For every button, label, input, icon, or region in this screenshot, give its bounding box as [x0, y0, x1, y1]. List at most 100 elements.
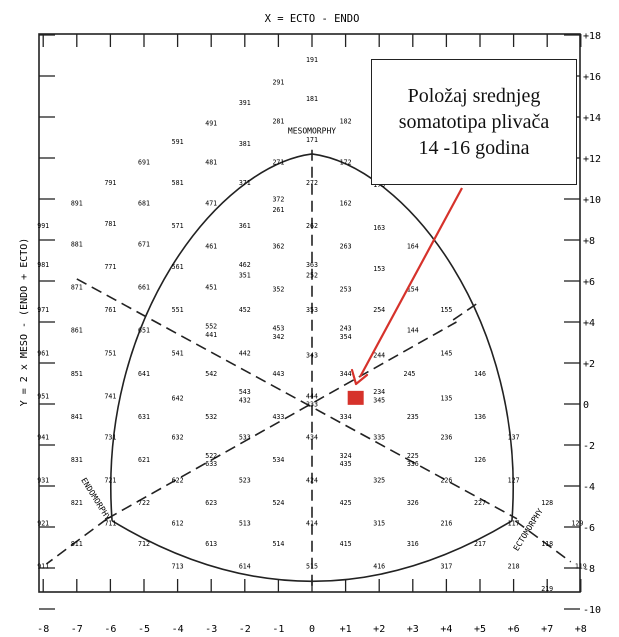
somatotype-code: 931 — [37, 476, 49, 484]
somatotype-code: 991 — [37, 222, 49, 230]
x-tick-label: -2 — [239, 624, 251, 635]
somatotype-code: 326 — [407, 499, 419, 507]
annotation-arrowhead — [350, 368, 369, 386]
somatotype-code: 363 — [306, 261, 318, 269]
somatotype-code: 163 — [373, 224, 385, 232]
somatotype-code: 641 — [138, 370, 150, 378]
somatotype-code: 352 — [272, 286, 284, 294]
somatotype-code: 236 — [440, 433, 452, 441]
mesomorphy-endomorphy-boundary — [110, 153, 313, 521]
somatotype-code: 435 — [340, 460, 352, 468]
somatotype-code: 691 — [138, 159, 150, 167]
somatotype-code: 191 — [306, 56, 318, 64]
somatotype-code: 226 — [440, 476, 452, 484]
x-tick-label: -1 — [272, 624, 284, 635]
somatotype-code: 281 — [272, 118, 284, 126]
somatotype-code: 342 — [272, 333, 284, 341]
somatotype-code: 381 — [239, 140, 251, 148]
somatotype-code: 591 — [172, 138, 184, 146]
somatotype-code: 135 — [440, 394, 452, 402]
diagonal-guide-line — [76, 278, 518, 520]
endomorphy-axis-line — [46, 518, 108, 565]
somatotype-code: 225 — [407, 452, 419, 460]
somatotype-code: 162 — [340, 200, 352, 208]
somatotype-code: 821 — [71, 499, 83, 507]
x-tick-label: +5 — [474, 624, 486, 635]
x-tick-label: 0 — [309, 624, 315, 635]
x-tick-label: -5 — [138, 624, 150, 635]
somatotype-code: 118 — [541, 540, 553, 548]
somatotype-code: 442 — [239, 349, 251, 357]
somatotype-code: 271 — [272, 159, 284, 167]
somatotype-code: 262 — [306, 222, 318, 230]
somatotype-code: 372 — [272, 196, 284, 204]
somatotype-code: 441 — [205, 331, 217, 339]
plot-frame — [38, 33, 581, 593]
x-tick-label: -4 — [172, 624, 184, 635]
somatotype-code: 155 — [440, 306, 452, 314]
somatotype-code: 325 — [373, 476, 385, 484]
somatotype-code: 414 — [306, 519, 318, 527]
x-tick-label: -3 — [205, 624, 217, 635]
y-tick-label: -2 — [583, 441, 595, 452]
somatotype-code: 542 — [205, 370, 217, 378]
somatotype-code: 291 — [272, 79, 284, 87]
somatotype-code: 127 — [508, 476, 520, 484]
somatotype-code: 532 — [205, 413, 217, 421]
somatotype-code: 881 — [71, 241, 83, 249]
somatotype-code: 621 — [138, 456, 150, 464]
somatotype-code: 335 — [373, 433, 385, 441]
somatotype-code: 351 — [239, 271, 251, 279]
somatotype-code: 741 — [104, 392, 116, 400]
y-tick-label: +8 — [583, 236, 595, 247]
somatotype-code: 612 — [172, 519, 184, 527]
somatotype-code: 182 — [340, 118, 352, 126]
y-tick-label: -8 — [583, 564, 595, 575]
somatotype-code: 761 — [104, 306, 116, 314]
somatotype-code: 642 — [172, 394, 184, 402]
somatotype-code: 581 — [172, 179, 184, 187]
somatotype-code: 361 — [239, 222, 251, 230]
somatotype-code: 681 — [138, 200, 150, 208]
mean-somatotype-marker — [347, 390, 364, 405]
somatotype-code: 731 — [104, 433, 116, 441]
somatotype-code: 721 — [104, 476, 116, 484]
somatotype-code: 137 — [508, 433, 520, 441]
somatotype-code: 315 — [373, 519, 385, 527]
somatotype-code: 841 — [71, 413, 83, 421]
somatotype-code: 961 — [37, 349, 49, 357]
somatotype-code: 416 — [373, 562, 385, 570]
somatotype-code: 353 — [306, 306, 318, 314]
mesomorphy-label: MESOMORPHY — [288, 126, 336, 135]
somatotype-code: 218 — [508, 562, 520, 570]
somatotype-code: 633 — [205, 460, 217, 468]
somatotype-code: 551 — [172, 306, 184, 314]
somatotype-code: 851 — [71, 370, 83, 378]
somatotype-code: 434 — [306, 433, 318, 441]
somatotype-code: 354 — [340, 333, 352, 341]
somatotype-code: 117 — [508, 519, 520, 527]
somatotype-code: 272 — [306, 179, 318, 187]
somatotype-code: 425 — [340, 499, 352, 507]
annotation-box: Položaj srednjeg somatotipa plivača 14 -… — [371, 59, 577, 185]
somatotype-code: 771 — [104, 263, 116, 271]
plot-border — [38, 33, 581, 593]
y-tick-label: +16 — [583, 72, 601, 83]
somatotype-code: 424 — [306, 476, 318, 484]
somatotype-code: 154 — [407, 286, 419, 294]
somatotype-code: 871 — [71, 284, 83, 292]
annotation-line-2: somatotipa plivača — [398, 111, 550, 133]
somatotype-code: 831 — [71, 456, 83, 464]
somatotype-code: 911 — [37, 562, 49, 570]
somatotype-code: 515 — [306, 562, 318, 570]
annotation-line-1: Položaj srednjeg — [407, 85, 541, 107]
somatotype-code: 334 — [340, 413, 352, 421]
somatotype-code: 343 — [306, 351, 318, 359]
somatotype-code: 153 — [373, 265, 385, 273]
somatotype-code: 861 — [71, 327, 83, 335]
somatotype-code: 614 — [239, 562, 251, 570]
somatotype-code: 571 — [172, 222, 184, 230]
somatotype-code: 433 — [272, 413, 284, 421]
somatotype-code: 671 — [138, 241, 150, 249]
